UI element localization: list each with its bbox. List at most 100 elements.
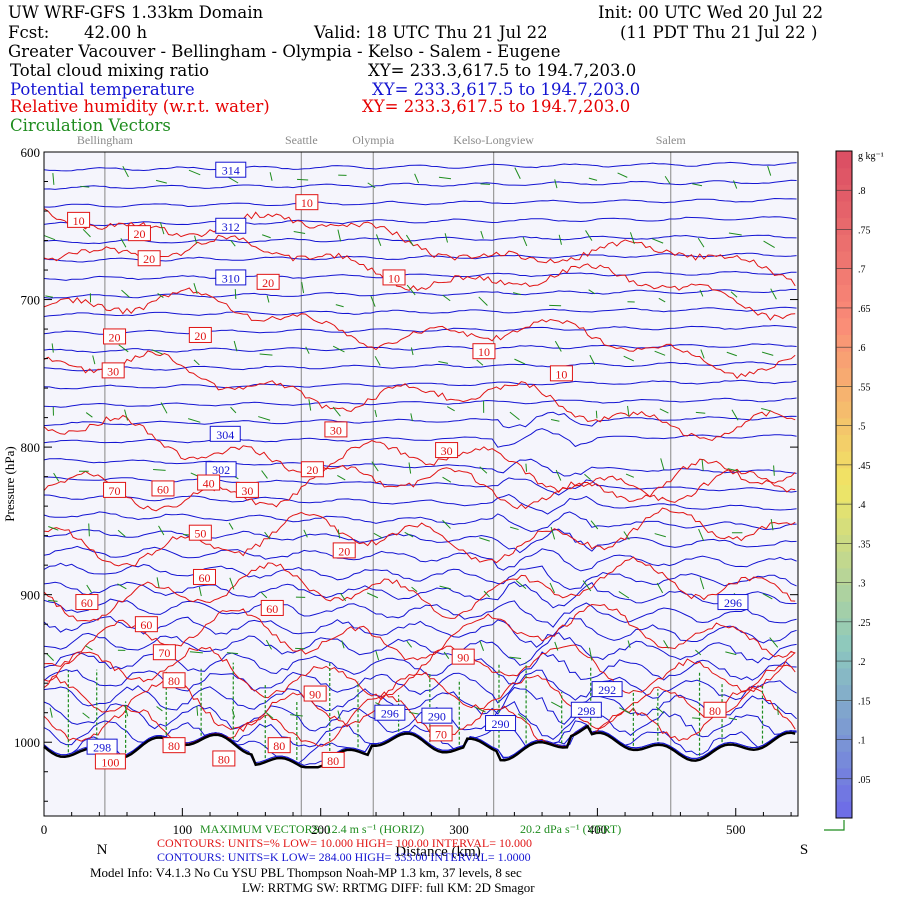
- circulation-vector: [654, 533, 666, 538]
- x-tick-label: 300: [449, 822, 469, 837]
- theta-contour-label: 298: [93, 741, 111, 755]
- rh-contour-label-box: [303, 685, 327, 702]
- colorbar-segment: [836, 617, 852, 636]
- circulation-vector: [627, 405, 630, 417]
- rh-contour-label: 60: [198, 571, 210, 585]
- circulation-vector: [45, 295, 53, 298]
- colorbar-segment: [836, 601, 852, 619]
- rh-contour-label-box: [127, 225, 151, 242]
- circulation-vector: [259, 353, 273, 356]
- circulation-vector: [617, 172, 628, 178]
- circulation-vector: [337, 710, 341, 720]
- circulation-vector: [728, 232, 742, 236]
- model-info: Model Info: V4.1.3 No Cu YSU PBL Thompso…: [90, 865, 522, 880]
- reference-vector-arrow: [824, 820, 845, 831]
- colorbar-segment: [836, 801, 852, 819]
- circulation-vector: [118, 344, 129, 353]
- circulation-vector: [227, 176, 239, 184]
- forecast-hour: 42.00 h: [84, 23, 148, 42]
- circulation-vector: [411, 586, 418, 593]
- rh-contour-label: 30: [441, 444, 453, 458]
- theta-isoline: [43, 306, 797, 317]
- circulation-vector: [549, 582, 555, 593]
- rh-contour-label-box: [134, 616, 158, 633]
- circulation-vector: [695, 649, 702, 656]
- circulation-vector: [515, 580, 527, 589]
- circulation-vector: [375, 234, 382, 247]
- circulation-vector: [558, 234, 562, 245]
- theta-contour-label-box: [591, 681, 623, 698]
- theta-contour-label: 314: [222, 164, 240, 178]
- circulation-vector: [728, 717, 738, 721]
- circulation-vector: [48, 599, 58, 602]
- colorbar-segment: [836, 567, 852, 586]
- rh-contour-label: 100: [101, 755, 119, 769]
- colorbar-segment: [836, 184, 852, 202]
- circulation-vector: [120, 238, 127, 248]
- circulation-vector: [305, 346, 310, 354]
- colorbar-segment: [836, 317, 852, 335]
- rh-contour-label-box: [212, 750, 236, 767]
- circulation-vector: [551, 701, 562, 709]
- colorbar-segment: [836, 334, 852, 352]
- circulation-vector: [52, 173, 55, 185]
- colorbar-segment: [836, 484, 852, 502]
- theta-isoline: [43, 161, 797, 172]
- circulation-vector: [121, 289, 130, 298]
- circulation-vector: [261, 470, 268, 479]
- circulation-vector: [701, 459, 704, 471]
- theta-isoline: [43, 179, 797, 190]
- circulation-vector: [53, 472, 60, 482]
- circulation-vector: [155, 179, 167, 184]
- circulation-vector: [406, 284, 416, 296]
- rh-contour-label: 20: [109, 330, 121, 344]
- theta-isoline: [43, 562, 797, 591]
- theta-isoline: [43, 234, 797, 245]
- circulation-vector: [337, 529, 341, 539]
- circulation-vector: [188, 418, 201, 423]
- rh-contour-label: 10: [478, 345, 490, 359]
- colorbar-label: .15: [858, 696, 871, 707]
- theta-contour-label-box: [485, 715, 517, 732]
- x-tick-label: 200: [311, 822, 331, 837]
- circulation-vector: [406, 640, 413, 648]
- legend-theta-label: Potential temperature: [10, 80, 195, 99]
- city-label: Salem: [656, 133, 687, 147]
- circulation-vector: [262, 234, 271, 239]
- circulation-vector: [479, 466, 488, 474]
- circulation-vector: [340, 592, 347, 602]
- circulation-vector: [260, 591, 268, 599]
- theta-contour-label: 292: [598, 683, 616, 697]
- circulation-vector: [332, 345, 345, 353]
- theta-isoline: [43, 493, 797, 515]
- theta-contour-label-box: [717, 594, 749, 611]
- circulation-vector: [663, 640, 669, 649]
- rh-contour: [43, 208, 796, 287]
- circulation-vector: [695, 411, 706, 414]
- circulation-vector: [269, 172, 273, 181]
- rh-contour-label: 90: [457, 651, 469, 665]
- theta-isoline: [43, 270, 797, 281]
- theta-isoline: [43, 718, 797, 756]
- forecast-label: Fcst:: [8, 23, 50, 42]
- y-tick-label: 1000: [14, 735, 40, 750]
- theta-isoline: [43, 379, 797, 390]
- circulation-vector: [664, 175, 671, 185]
- rh-contour-label: 20: [194, 329, 206, 343]
- rh-contour-label: 80: [168, 674, 180, 688]
- colorbar-label: .3: [858, 579, 866, 590]
- colorbar-segment: [836, 217, 852, 235]
- theta-isoline: [43, 397, 797, 408]
- rh-contour-label: 20: [262, 276, 274, 290]
- theta-contour-label-box: [215, 161, 247, 178]
- rh-contour-label-box: [75, 594, 99, 611]
- rh-contour-label-box: [256, 273, 280, 290]
- circulation-vector: [509, 526, 519, 531]
- x-tick-label: 400: [588, 822, 608, 837]
- rh-contour-label-box: [300, 461, 324, 478]
- circulation-vector: [122, 165, 129, 178]
- circulation-vector: [151, 349, 163, 355]
- colorbar-label: .8: [858, 186, 866, 197]
- theta-isoline: [43, 197, 797, 208]
